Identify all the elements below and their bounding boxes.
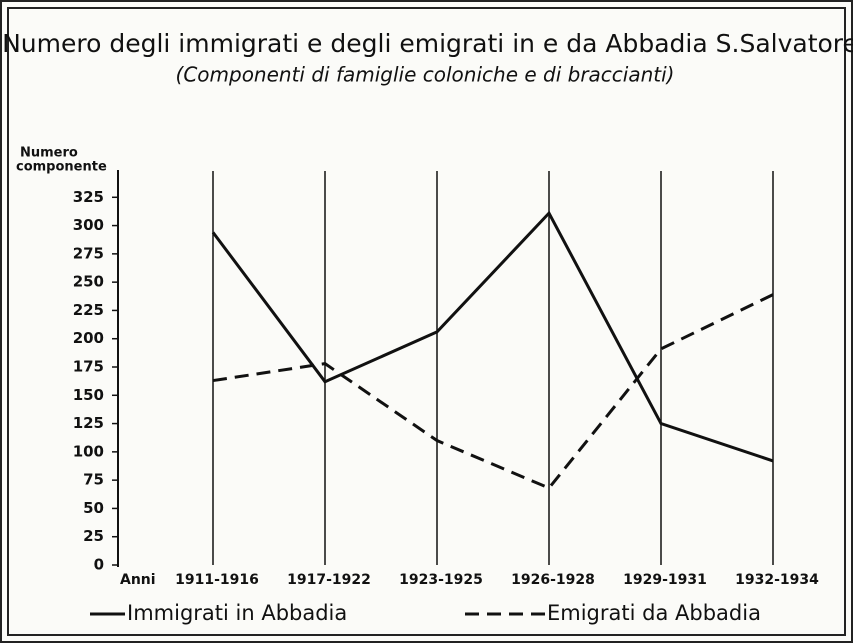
chart-subtitle: (Componenti di famiglie coloniche e di b… (176, 63, 675, 87)
x-tick-label: 1923-1925 (399, 572, 483, 588)
line-series (212, 293, 774, 490)
x-tick-label: 1929-1931 (623, 572, 707, 588)
y-axis-label: Numero (20, 146, 78, 161)
x-tick-label: 1932-1934 (735, 572, 819, 588)
x-tick-label: 1911-1916 (175, 572, 259, 588)
inner-border (7, 7, 846, 636)
y-tick-label: 175 (73, 358, 104, 376)
line-series (211, 210, 774, 463)
y-tick-label: 225 (73, 301, 104, 319)
y-tick-label: 200 (73, 329, 104, 347)
y-tick-label: 300 (73, 216, 104, 234)
chart-title: Numero degli immigrati e degli emigrati … (2, 29, 853, 58)
y-tick-label: 125 (73, 414, 104, 432)
x-axis-label: Anni (120, 572, 156, 588)
x-tick-label: 1926-1928 (511, 572, 595, 588)
legend-label: Emigrati da Abbadia (547, 601, 761, 625)
y-tick-label: 100 (73, 442, 104, 460)
y-tick-label: 25 (83, 527, 104, 545)
y-axis-label: componente (16, 160, 107, 175)
y-tick-label: 50 (83, 499, 104, 517)
y-tick-label: 0 (94, 556, 104, 574)
y-tick-label: 325 (73, 188, 104, 206)
x-tick-label: 1917-1922 (287, 572, 371, 588)
y-tick-label: 275 (73, 244, 104, 262)
y-tick-label: 250 (73, 273, 104, 291)
legend-label: Immigrati in Abbadia (127, 601, 347, 625)
y-tick-label: 150 (73, 386, 104, 404)
y-tick-label: 75 (83, 471, 104, 489)
